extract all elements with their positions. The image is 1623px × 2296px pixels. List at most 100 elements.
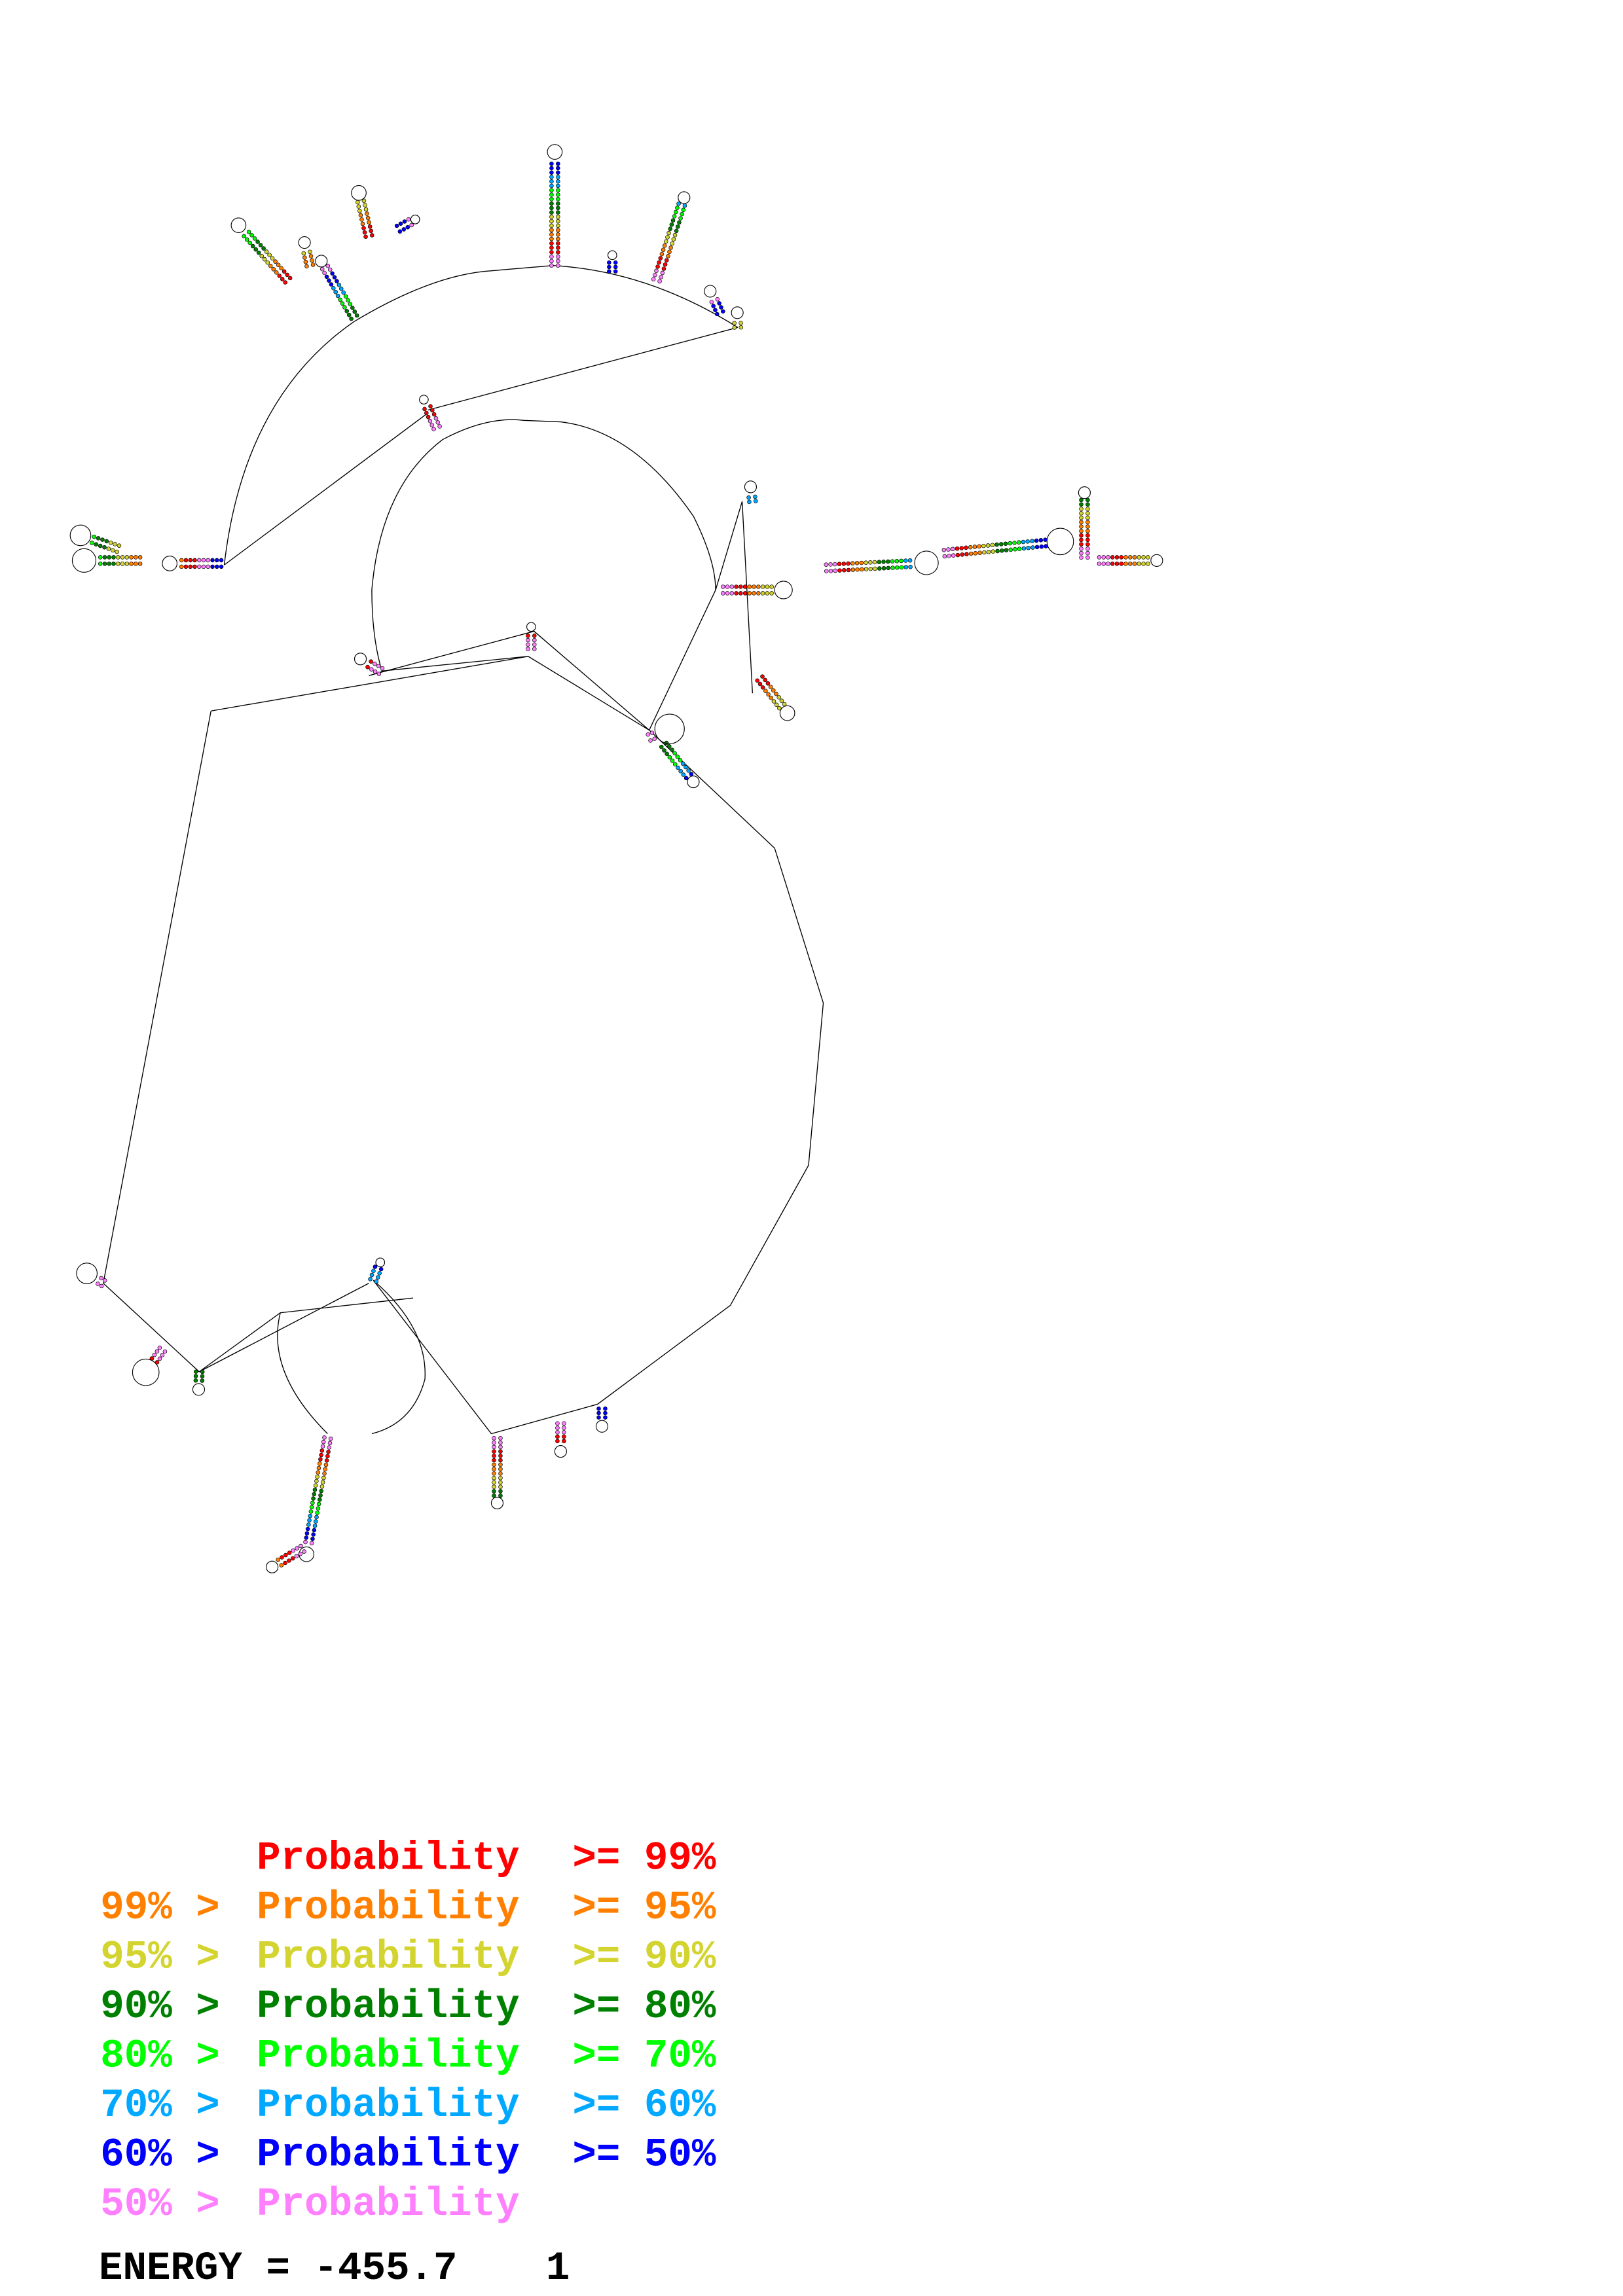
- nucleotide: [308, 249, 312, 255]
- nucleotide: [310, 258, 314, 263]
- nucleotide: [160, 1353, 165, 1357]
- nucleotide: [886, 559, 890, 564]
- nucleotide: [596, 1410, 601, 1416]
- hairpin-loop: [76, 1263, 98, 1284]
- nucleotide: [1119, 555, 1124, 560]
- nucleotide: [402, 219, 407, 224]
- nucleotide: [90, 541, 94, 545]
- nucleotide: [316, 1470, 321, 1475]
- nucleotide: [549, 175, 554, 179]
- nucleotide: [323, 1467, 328, 1472]
- nucleotide: [549, 259, 554, 264]
- hairpin-loop: [351, 185, 367, 201]
- nucleotide: [291, 1548, 296, 1553]
- nucleotide: [760, 591, 765, 596]
- hairpin-loop: [375, 1257, 386, 1268]
- nucleotide: [426, 414, 431, 420]
- hairpin-loop: [71, 548, 97, 573]
- nucleotide: [356, 204, 361, 209]
- nucleotide: [596, 1415, 601, 1420]
- nucleotide: [124, 555, 130, 560]
- nucleotide: [555, 1434, 560, 1439]
- nucleotide: [556, 196, 560, 202]
- nucleotide: [747, 591, 752, 596]
- hairpin-loop: [774, 581, 793, 600]
- nucleotide: [556, 183, 560, 188]
- legend-label: Probability: [257, 2132, 520, 2178]
- nucleotide: [102, 562, 107, 566]
- nucleotide: [113, 542, 117, 547]
- nucleotide: [1114, 562, 1120, 566]
- legend-label: Probability: [257, 1984, 520, 2030]
- nucleotide: [1004, 548, 1009, 552]
- nucleotide: [556, 228, 560, 232]
- nucleotide: [99, 1276, 103, 1281]
- nucleotide: [661, 266, 666, 271]
- nucleotide: [676, 765, 680, 770]
- nucleotide: [1039, 544, 1044, 549]
- nucleotide: [734, 584, 739, 589]
- nucleotide: [287, 276, 293, 281]
- nucleotide: [335, 279, 339, 283]
- nucleotide: [774, 702, 779, 708]
- nucleotide: [864, 567, 869, 571]
- nucleotide: [828, 568, 833, 573]
- nucleotide: [991, 549, 996, 554]
- nucleotide: [968, 551, 974, 556]
- nucleotide: [193, 1378, 198, 1383]
- nucleotide: [556, 245, 560, 250]
- nucleotide: [424, 410, 429, 416]
- nucleotide: [315, 1510, 319, 1515]
- nucleotide: [373, 1265, 378, 1269]
- nucleotide: [664, 258, 669, 262]
- hairpin-loop: [69, 524, 92, 547]
- nucleotide: [498, 1475, 503, 1480]
- nucleotide: [739, 321, 743, 325]
- nucleotide: [729, 584, 735, 589]
- nucleotide: [312, 1528, 317, 1533]
- nucleotide: [196, 558, 202, 563]
- nucleotide: [662, 748, 666, 753]
- nucleotide: [881, 565, 886, 571]
- nucleotide: [283, 280, 288, 285]
- nucleotide: [346, 312, 352, 317]
- inner-loop-left: [371, 439, 443, 667]
- nucleotide: [362, 230, 367, 235]
- nucleotide: [725, 584, 730, 589]
- nucleotide: [369, 1272, 374, 1278]
- nucleotide: [868, 560, 873, 565]
- nucleotide: [668, 226, 673, 231]
- nucleotide: [657, 260, 661, 265]
- nucleotide: [314, 1479, 319, 1484]
- rna-stems: [69, 144, 1163, 1573]
- probability-legend: Probability >= 99% 99% > Probability >= 95% 9…: [100, 1836, 716, 2227]
- nucleotide: [247, 240, 252, 245]
- nucleotide: [646, 732, 650, 737]
- hairpin: [554, 1421, 567, 1458]
- nucleotide: [256, 250, 261, 255]
- nucleotide: [672, 232, 678, 238]
- nucleotide: [338, 297, 342, 302]
- nucleotide: [739, 325, 744, 330]
- hairpin-loop: [490, 1496, 504, 1510]
- nucleotide: [1016, 540, 1021, 545]
- nucleotide: [1079, 537, 1084, 543]
- structure-index: 1: [546, 2246, 570, 2291]
- nucleotide: [763, 677, 767, 683]
- nucleotide: [903, 558, 908, 563]
- nucleotide: [652, 736, 657, 742]
- nucleotide: [273, 259, 278, 264]
- nucleotide: [307, 1518, 312, 1523]
- nucleotide: [555, 1430, 560, 1435]
- hairpin: [1078, 486, 1091, 560]
- nucleotide: [309, 1541, 314, 1546]
- nucleotide: [157, 1345, 162, 1350]
- bottom-small-loop: [371, 1280, 426, 1435]
- nucleotide: [994, 542, 999, 547]
- nucleotide: [316, 1501, 321, 1507]
- nucleotide: [92, 534, 97, 539]
- nucleotide: [890, 565, 895, 570]
- nucleotide: [317, 1462, 322, 1466]
- nucleotide: [556, 175, 560, 179]
- nucleotide: [1085, 537, 1090, 543]
